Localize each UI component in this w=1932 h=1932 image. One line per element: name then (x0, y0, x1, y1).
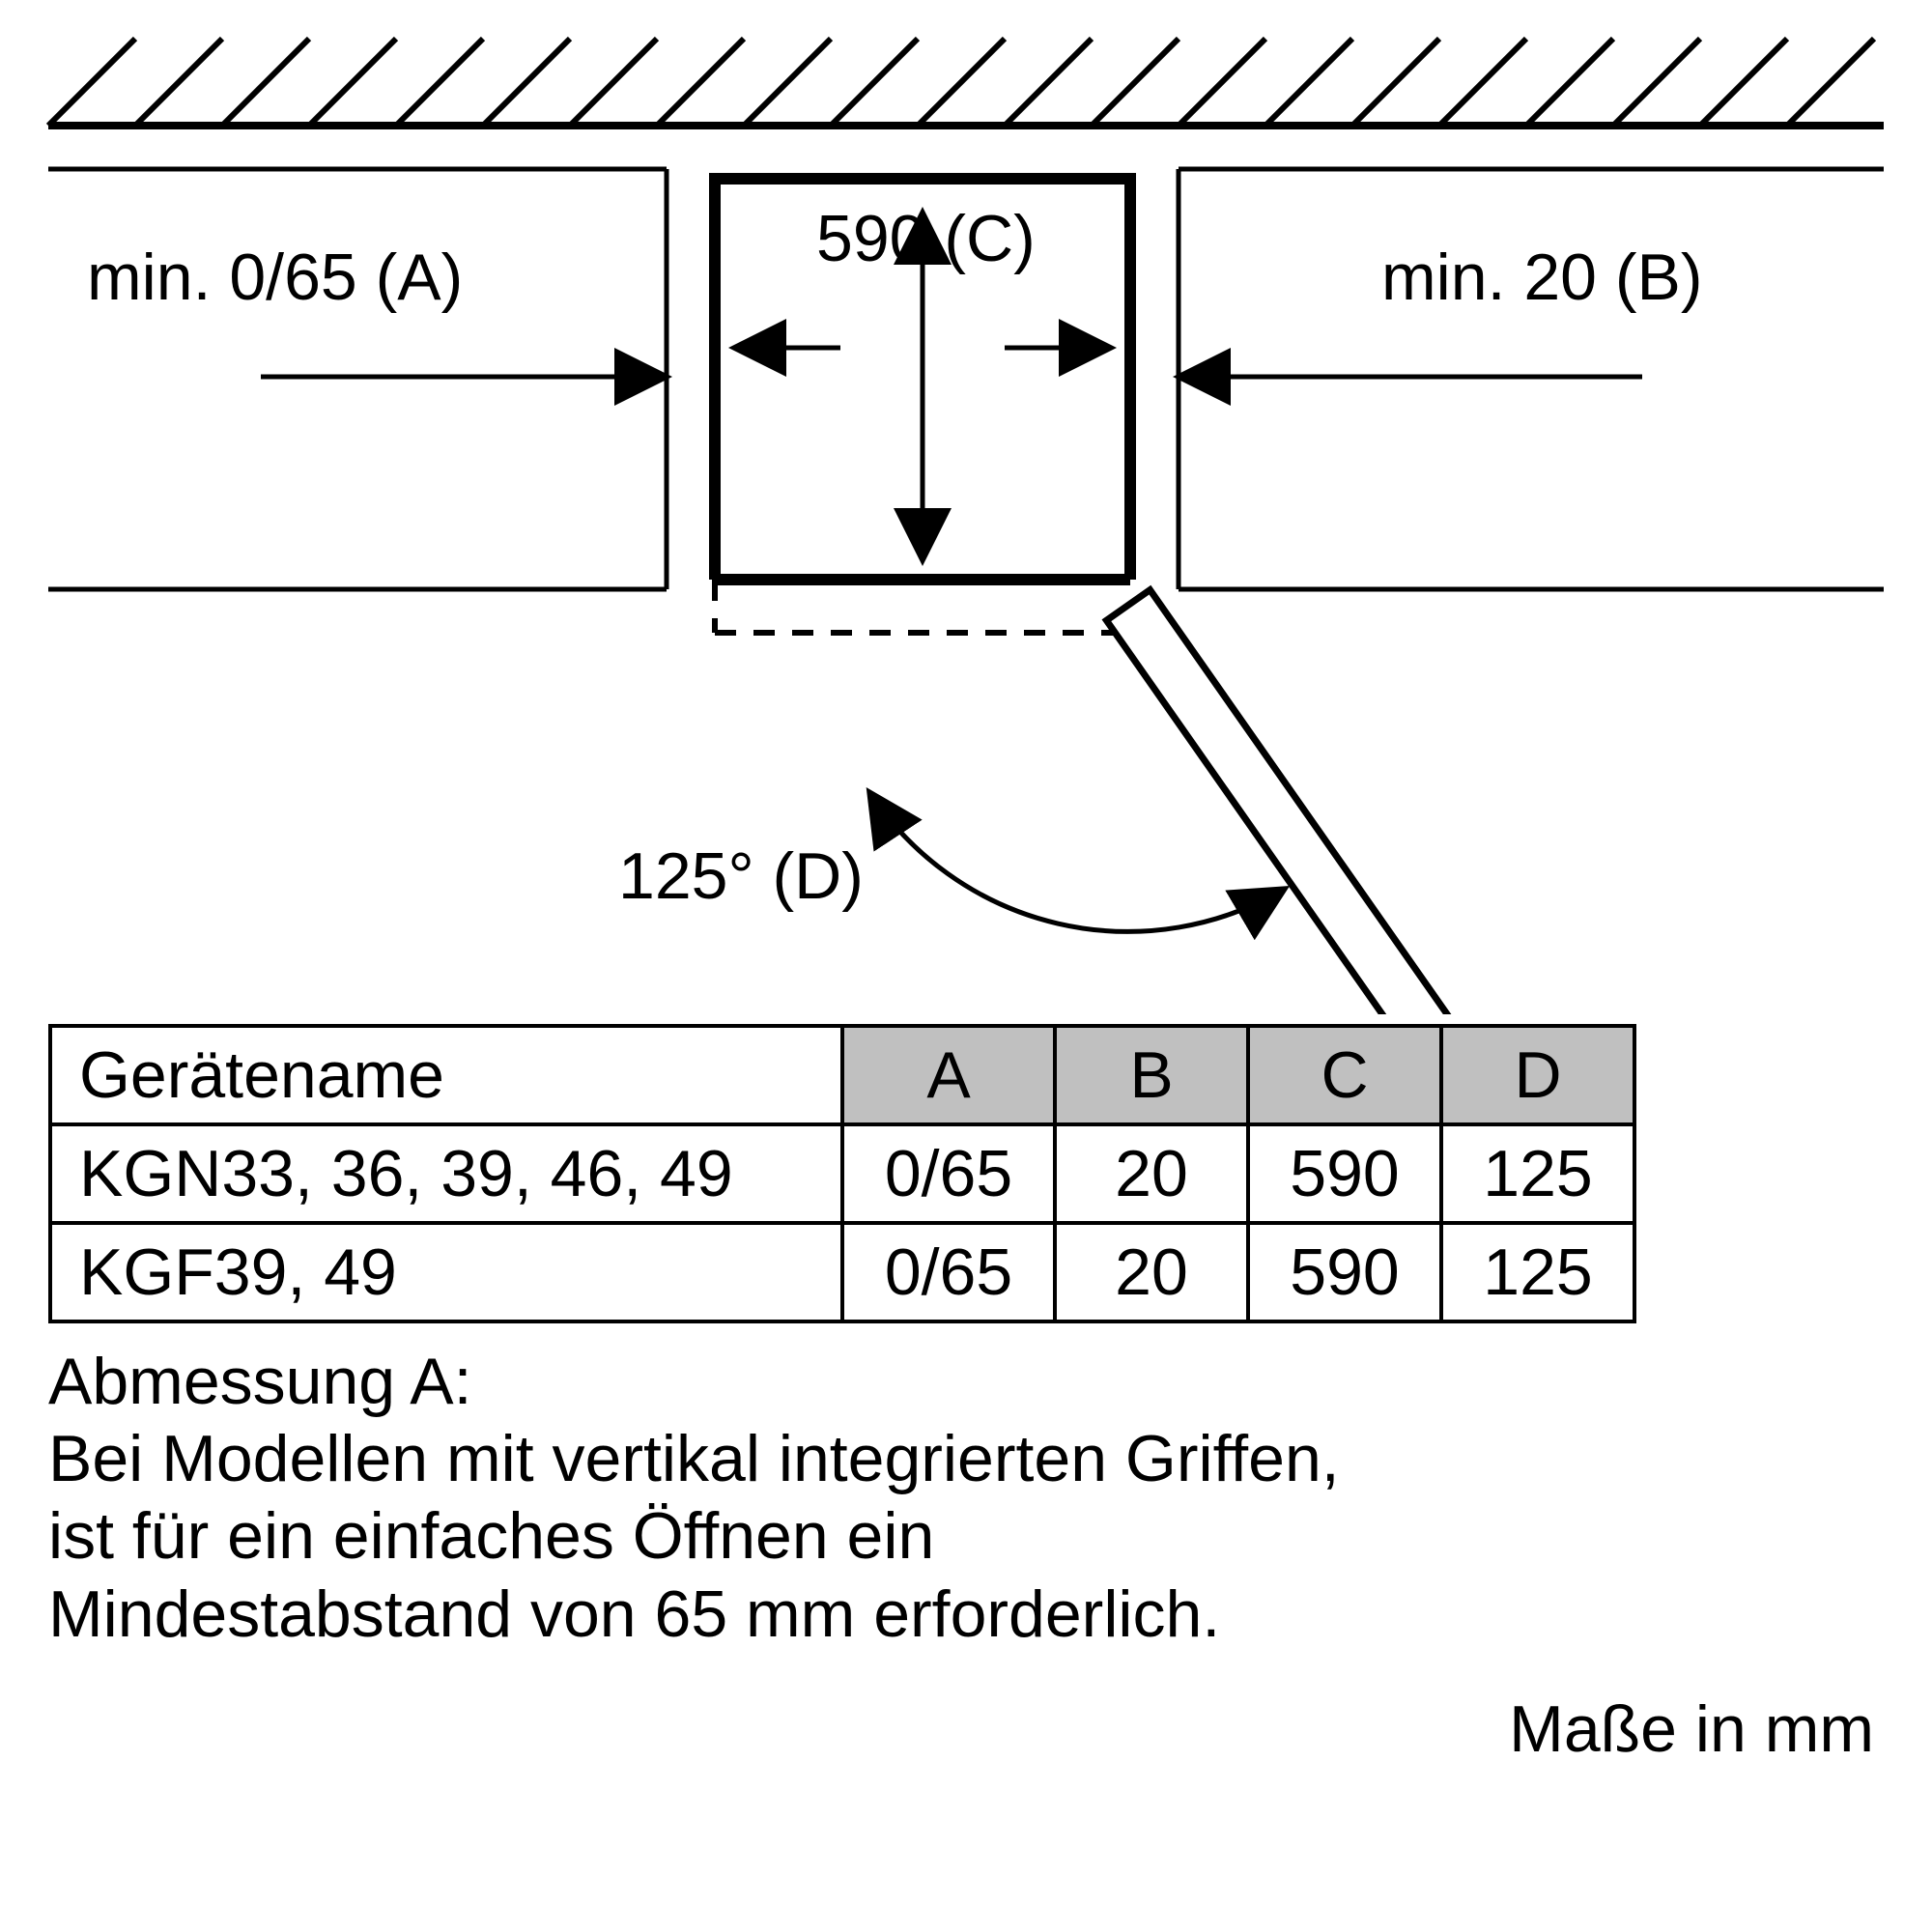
cell-d: 125 (1441, 1124, 1634, 1223)
label-b: min. 20 (B) (1381, 241, 1703, 314)
units-label: Maße in mm (0, 1653, 1932, 1767)
cell-d: 125 (1441, 1223, 1634, 1321)
col-header-b: B (1055, 1026, 1248, 1124)
note-line: ist für ein einfaches Öffnen ein (48, 1497, 1884, 1575)
dimension-d (869, 792, 1285, 931)
cell-a: 0/65 (842, 1223, 1055, 1321)
note-line: Bei Modellen mit vertikal integrierten G… (48, 1420, 1884, 1497)
note-block: Abmessung A: Bei Modellen mit vertikal i… (0, 1323, 1932, 1653)
table-header-row: Gerätename A B C D (50, 1026, 1634, 1124)
table-row: KGN33, 36, 39, 46, 49 0/65 20 590 125 (50, 1124, 1634, 1223)
note-line: Mindestabstand von 65 mm erforderlich. (48, 1576, 1884, 1653)
label-d: 125° (D) (618, 839, 864, 913)
cell-name: KGF39, 49 (50, 1223, 842, 1321)
label-a: min. 0/65 (A) (87, 241, 463, 314)
label-c: 590 (C) (816, 202, 1036, 275)
col-header-name: Gerätename (50, 1026, 842, 1124)
dimensions-table-container: Gerätename A B C D KGN33, 36, 39, 46, 49… (0, 1014, 1932, 1323)
cell-a: 0/65 (842, 1124, 1055, 1223)
dimensions-table: Gerätename A B C D KGN33, 36, 39, 46, 49… (48, 1024, 1636, 1323)
col-header-d: D (1441, 1026, 1634, 1124)
wall-hatching (48, 39, 1884, 126)
cell-b: 20 (1055, 1223, 1248, 1321)
installation-diagram: min. 0/65 (A) min. 20 (B) 590 (C) 125° (… (0, 0, 1932, 1014)
cell-c: 590 (1248, 1223, 1441, 1321)
cell-name: KGN33, 36, 39, 46, 49 (50, 1124, 842, 1223)
note-heading: Abmessung A: (48, 1343, 1884, 1420)
door-open (1106, 590, 1460, 1014)
col-header-a: A (842, 1026, 1055, 1124)
table-row: KGF39, 49 0/65 20 590 125 (50, 1223, 1634, 1321)
cell-b: 20 (1055, 1124, 1248, 1223)
col-header-c: C (1248, 1026, 1441, 1124)
cell-c: 590 (1248, 1124, 1441, 1223)
